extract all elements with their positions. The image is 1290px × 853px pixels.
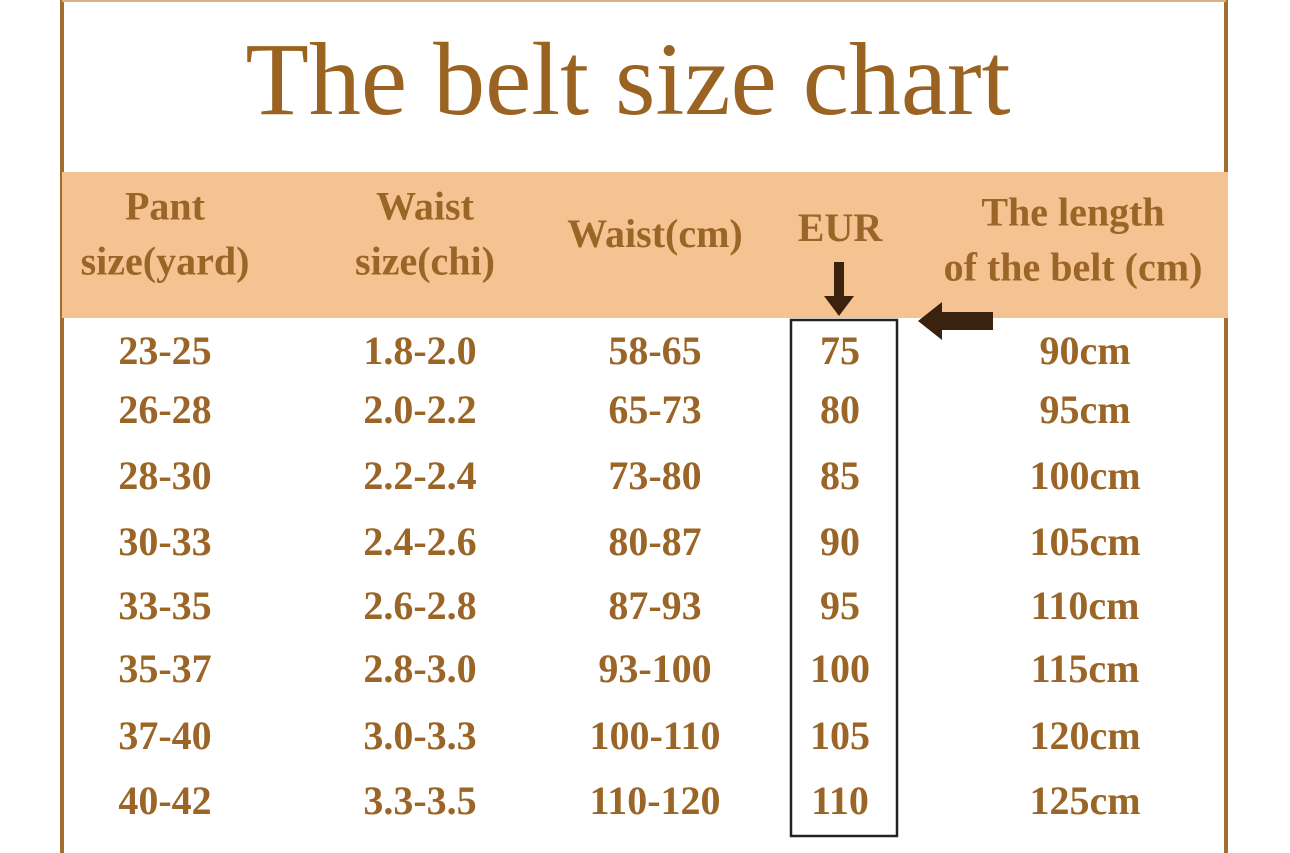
- left-arrow: [918, 302, 993, 340]
- title: The belt size chart: [245, 22, 1010, 137]
- table-cell: 58-65: [608, 328, 701, 373]
- table-cell: 80-87: [608, 519, 701, 564]
- table-cell: 28-30: [118, 453, 211, 498]
- table-cell: 125cm: [1029, 778, 1140, 823]
- table-cell: 100cm: [1029, 453, 1140, 498]
- table-cell: 115cm: [1031, 646, 1140, 691]
- table-cell: 90cm: [1039, 328, 1130, 373]
- table-cell: 3.3-3.5: [363, 778, 476, 823]
- table-cell: 80: [820, 387, 860, 432]
- table-cell: 37-40: [118, 713, 211, 758]
- table: Pant size(yard) Waist size(chi) Waist(cm) EUR…: [81, 184, 1203, 824]
- table-cell: 90: [820, 519, 860, 564]
- header-cell: Waist(cm): [567, 211, 743, 256]
- table-cell: 87-93: [608, 583, 701, 628]
- table-cell: 110cm: [1031, 583, 1140, 628]
- header-band: [62, 172, 1228, 318]
- eur-highlight-box: [789, 318, 899, 838]
- table-cell: 110: [811, 778, 869, 823]
- table-cell: 2.8-3.0: [363, 646, 476, 691]
- table-cell: 95: [820, 583, 860, 628]
- table-cell: 3.0-3.3: [363, 713, 476, 758]
- table-cell: 73-80: [608, 453, 701, 498]
- table-cell: 23-25: [118, 328, 211, 373]
- table-cell: 1.8-2.0: [363, 328, 476, 373]
- header-cell: The length: [981, 190, 1164, 235]
- table-cell: 30-33: [118, 519, 211, 564]
- table-cell: 105: [810, 713, 870, 758]
- table-cell: 75: [820, 328, 860, 373]
- table-cell: 100: [810, 646, 870, 691]
- table-cell: 95cm: [1039, 387, 1130, 432]
- table-cell: 110-120: [589, 778, 720, 823]
- header-cell: EUR: [798, 205, 884, 250]
- table-cell: 120cm: [1029, 713, 1140, 758]
- table-cell: 85: [820, 453, 860, 498]
- table-cell: 105cm: [1029, 519, 1140, 564]
- table-cell: 35-37: [118, 646, 211, 691]
- header-cell: of the belt (cm): [944, 245, 1203, 290]
- header-cell: Waist: [376, 184, 474, 229]
- table-cell: 100-110: [589, 713, 720, 758]
- table-cell: 40-42: [118, 778, 211, 823]
- table-cell: 2.4-2.6: [363, 519, 476, 564]
- table-cell: 93-100: [598, 646, 711, 691]
- table-cell: 2.6-2.8: [363, 583, 476, 628]
- header-cell: Pant: [125, 184, 206, 229]
- table-cell: 65-73: [608, 387, 701, 432]
- header-cell: size(chi): [355, 239, 495, 284]
- down-arrow: [824, 262, 854, 316]
- table-cell: 33-35: [118, 583, 211, 628]
- header-cell: size(yard): [81, 239, 250, 284]
- table-cell: 26-28: [118, 387, 211, 432]
- table-cell: 2.2-2.4: [363, 453, 476, 498]
- table-cell: 2.0-2.2: [363, 387, 476, 432]
